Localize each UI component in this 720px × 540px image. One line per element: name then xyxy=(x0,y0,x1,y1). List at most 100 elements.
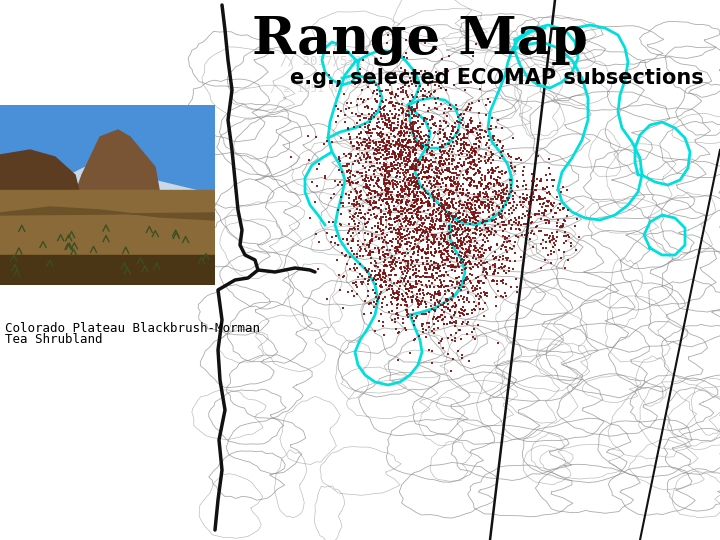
Point xyxy=(507,245,518,253)
Point xyxy=(352,212,364,221)
Point xyxy=(465,126,477,134)
Point xyxy=(402,110,413,119)
Polygon shape xyxy=(0,105,215,195)
Point xyxy=(375,132,387,141)
Point xyxy=(454,262,465,271)
Point xyxy=(438,200,450,209)
Point xyxy=(445,145,456,154)
Point xyxy=(390,243,401,252)
Point xyxy=(560,237,572,245)
Point xyxy=(503,210,515,218)
Point xyxy=(440,174,451,183)
Point xyxy=(393,111,405,119)
Point xyxy=(424,172,436,181)
Point xyxy=(510,232,522,241)
Point xyxy=(462,293,473,302)
Point xyxy=(495,167,506,176)
Point xyxy=(405,293,417,301)
Point xyxy=(382,169,393,178)
Point xyxy=(446,141,457,150)
Point xyxy=(435,224,446,233)
Point xyxy=(428,200,439,209)
Point xyxy=(482,169,494,178)
Point xyxy=(410,154,422,163)
Point xyxy=(360,180,372,188)
Point xyxy=(390,235,402,244)
Point xyxy=(461,248,472,257)
Point xyxy=(444,203,455,212)
Point xyxy=(361,173,372,181)
Point xyxy=(379,112,391,120)
Point xyxy=(390,165,401,173)
Point xyxy=(541,238,552,246)
Point xyxy=(380,119,392,128)
Point xyxy=(377,248,389,256)
Point xyxy=(465,207,477,216)
Point xyxy=(387,147,398,156)
Point xyxy=(345,243,356,252)
Point xyxy=(400,112,412,120)
Point xyxy=(397,295,408,303)
Point xyxy=(462,318,474,326)
Point xyxy=(448,201,459,210)
Point xyxy=(362,183,374,192)
Point xyxy=(387,153,398,161)
Point xyxy=(492,339,504,348)
Point xyxy=(418,188,429,197)
Point xyxy=(406,160,418,169)
Point xyxy=(474,122,486,130)
Point xyxy=(351,145,362,153)
Point xyxy=(405,163,416,171)
Point xyxy=(497,146,508,155)
Point xyxy=(437,225,449,233)
Point xyxy=(557,222,569,231)
Point xyxy=(431,246,442,255)
Point xyxy=(392,276,404,285)
Point xyxy=(418,113,430,122)
Point xyxy=(378,258,390,266)
Point xyxy=(400,66,411,75)
Point xyxy=(541,231,553,240)
Point xyxy=(395,233,406,241)
Point xyxy=(404,147,415,156)
Point xyxy=(351,253,362,261)
Point xyxy=(361,174,373,183)
Point xyxy=(363,128,374,137)
Point xyxy=(392,98,403,107)
Point xyxy=(490,260,501,268)
Point xyxy=(413,207,424,216)
Point xyxy=(382,179,393,188)
Point xyxy=(523,200,535,208)
Point xyxy=(390,204,402,213)
Point xyxy=(417,165,428,173)
Point xyxy=(418,320,429,328)
Point xyxy=(498,197,509,206)
Point xyxy=(335,156,346,165)
Point xyxy=(382,120,393,129)
Point xyxy=(393,291,405,299)
Point xyxy=(365,309,377,318)
Point xyxy=(426,151,437,160)
Point xyxy=(461,226,472,235)
Point xyxy=(429,183,441,191)
Point xyxy=(444,225,455,234)
Point xyxy=(392,237,403,245)
Point xyxy=(326,232,338,241)
Point xyxy=(363,143,374,152)
Point xyxy=(538,208,549,217)
Point xyxy=(446,303,458,312)
Point xyxy=(369,162,380,171)
Point xyxy=(408,203,420,212)
Point xyxy=(383,124,395,132)
Point xyxy=(383,134,395,143)
Point xyxy=(423,87,435,96)
Point xyxy=(393,196,405,205)
Point xyxy=(540,219,552,228)
Point xyxy=(534,227,545,235)
Point xyxy=(435,157,446,166)
Point xyxy=(381,166,392,175)
Point xyxy=(351,188,363,197)
Point xyxy=(509,163,521,171)
Point xyxy=(521,184,532,193)
Point xyxy=(428,173,440,182)
